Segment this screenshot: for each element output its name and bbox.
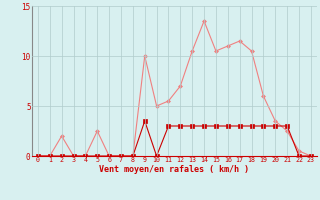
- X-axis label: Vent moyen/en rafales ( km/h ): Vent moyen/en rafales ( km/h ): [100, 165, 249, 174]
